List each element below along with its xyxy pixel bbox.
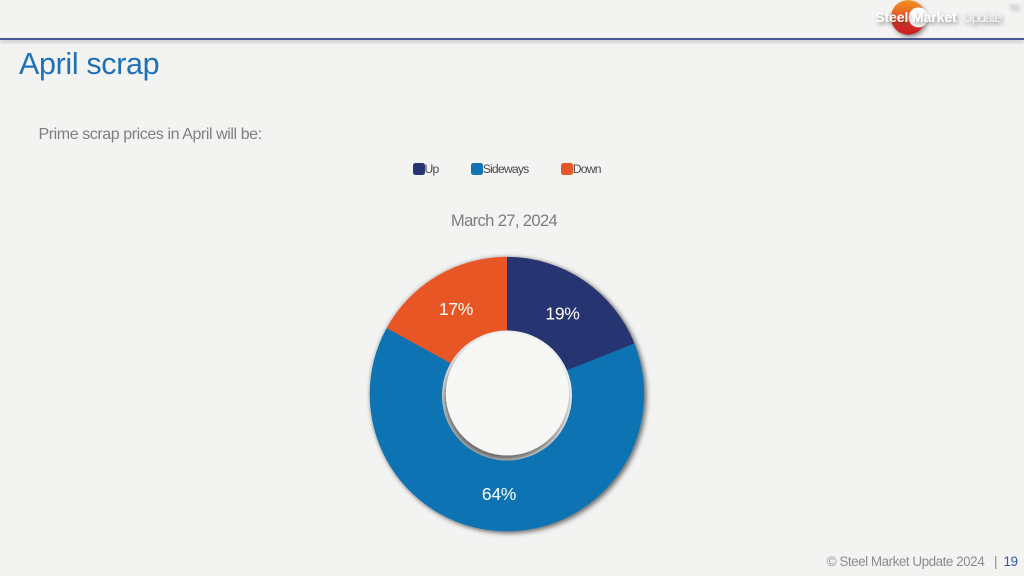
svg-text:19%: 19% xyxy=(545,304,579,324)
svg-text:Update: Update xyxy=(963,10,1002,25)
svg-text:SM: SM xyxy=(1009,5,1018,11)
svg-text:Steel Market: Steel Market xyxy=(875,9,957,25)
svg-text:64%: 64% xyxy=(482,484,516,504)
svg-text:17%: 17% xyxy=(439,299,473,319)
